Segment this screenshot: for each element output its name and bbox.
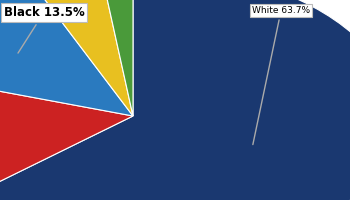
Text: Black 13.5%: Black 13.5% — [4, 6, 84, 53]
Text: White 63.7%: White 63.7% — [252, 6, 310, 145]
Wedge shape — [0, 70, 133, 200]
Wedge shape — [29, 0, 133, 116]
Wedge shape — [0, 0, 133, 116]
Wedge shape — [100, 0, 133, 116]
